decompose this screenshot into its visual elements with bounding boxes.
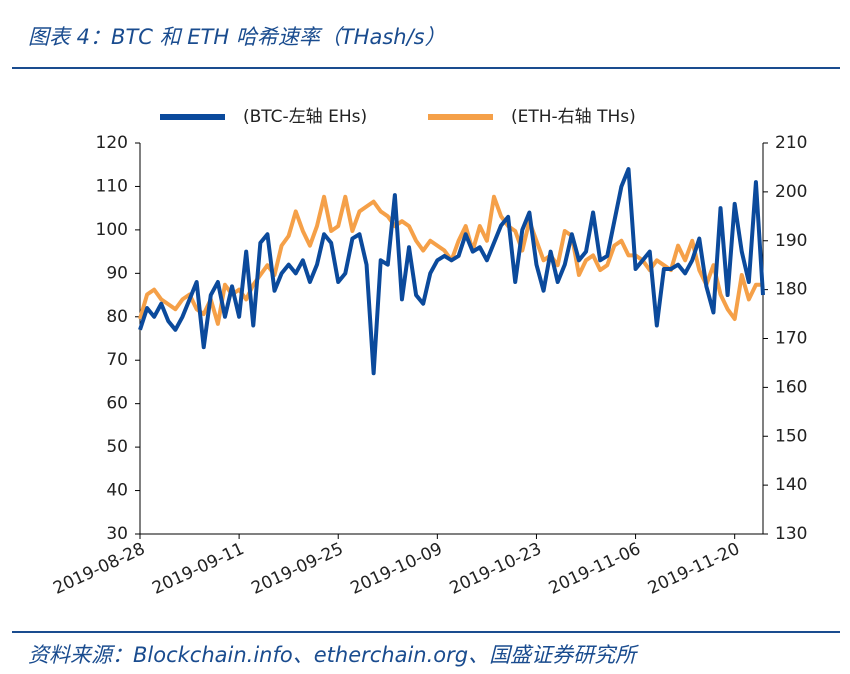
source: 资料来源：Blockchain.info、etherchain.org、国盛证券… [28,643,639,667]
x-tick-label: 2019-10-09 [348,539,446,599]
y-tick-label: 110 [96,176,128,196]
y2-tick-label: 200 [775,182,807,202]
y-tick-label: 90 [106,263,128,283]
y-tick-label: 50 [106,437,128,457]
y2-tick-label: 190 [775,231,807,251]
y-tick-label: 120 [96,133,128,153]
legend-label: (BTC-左轴 EHs) [243,107,367,127]
y2-tick-label: 170 [775,329,807,349]
y2-tick-label: 140 [775,475,807,495]
x-tick-label: 2019-10-23 [447,539,545,599]
y-tick-label: 60 [106,394,128,414]
y2-tick-label: 160 [775,377,807,397]
x-tick-label: 2019-09-11 [149,539,247,599]
chart-title: 图表 4：BTC 和 ETH 哈希速率（THash/s） [28,25,446,49]
x-tick-label: 2019-11-06 [546,539,644,599]
y2-tick-label: 210 [775,133,807,153]
x-tick-label: 2019-11-20 [645,539,743,599]
y2-tick-label: 130 [775,524,807,544]
y-tick-label: 30 [106,524,128,544]
y-tick-label: 40 [106,481,128,501]
legend-label: (ETH-右轴 THs) [511,107,636,127]
y-tick-label: 80 [106,307,128,327]
y-tick-label: 70 [106,350,128,370]
y-tick-label: 100 [96,220,128,240]
y2-tick-label: 180 [775,280,807,300]
y2-tick-label: 150 [775,426,807,446]
x-tick-label: 2019-08-28 [50,539,148,599]
x-tick-label: 2019-09-25 [248,539,346,599]
series-line [138,167,765,376]
